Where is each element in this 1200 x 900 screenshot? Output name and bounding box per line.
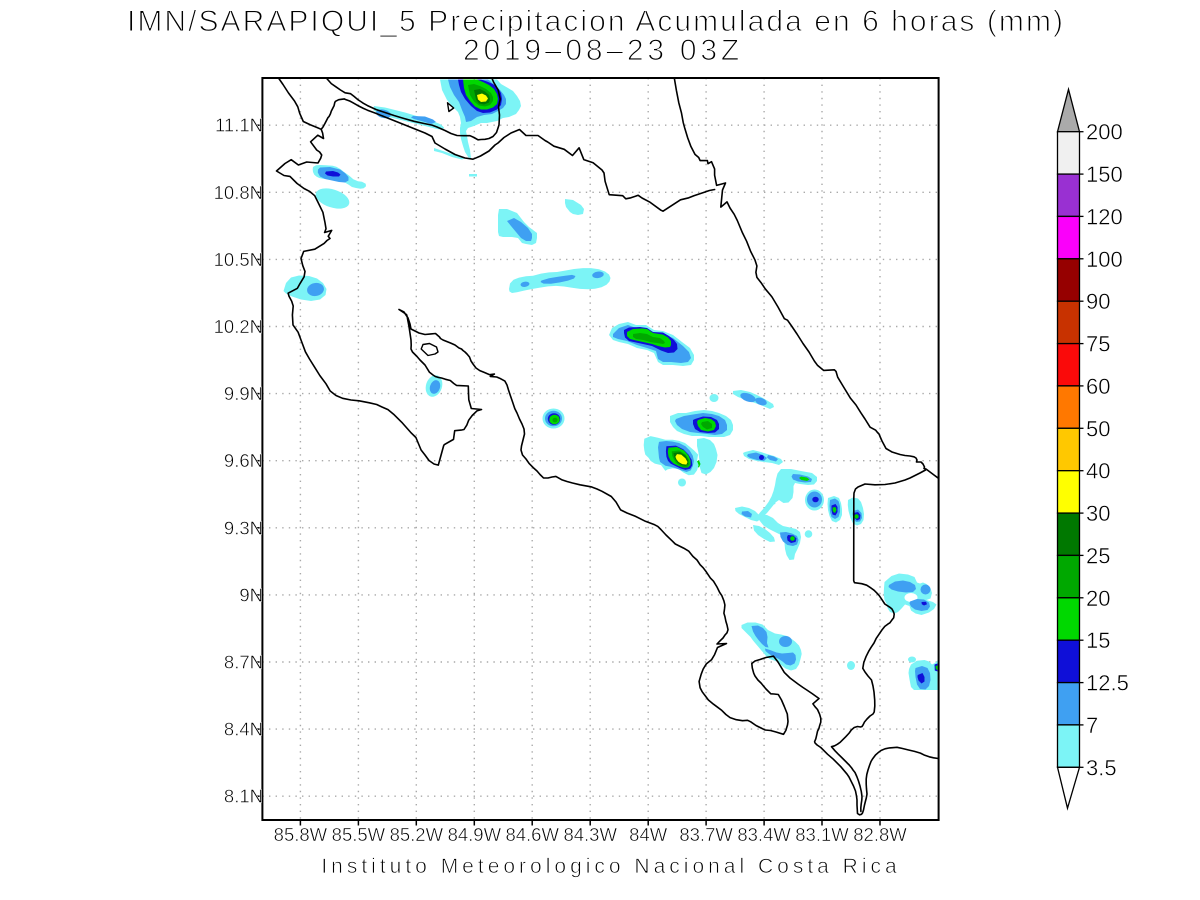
svg-text:60: 60 — [1086, 374, 1110, 399]
svg-text:3.5: 3.5 — [1086, 755, 1117, 780]
svg-text:10.5N: 10.5N — [214, 249, 263, 270]
svg-text:25: 25 — [1086, 543, 1110, 568]
svg-text:9.6N: 9.6N — [224, 450, 263, 471]
svg-text:8.1N: 8.1N — [224, 786, 263, 807]
svg-text:50: 50 — [1086, 416, 1110, 441]
svg-text:12.5: 12.5 — [1086, 671, 1129, 696]
svg-text:9.9N: 9.9N — [224, 383, 263, 404]
svg-text:11.1N: 11.1N — [215, 115, 263, 136]
svg-text:8.4N: 8.4N — [224, 719, 263, 740]
svg-text:9.3N: 9.3N — [224, 517, 263, 538]
svg-text:84.3W: 84.3W — [563, 824, 617, 845]
svg-text:83.7W: 83.7W — [679, 824, 733, 845]
svg-text:84W: 84W — [629, 824, 668, 845]
svg-text:75: 75 — [1086, 332, 1110, 357]
svg-text:10.2N: 10.2N — [214, 316, 263, 337]
svg-text:30: 30 — [1086, 501, 1110, 526]
svg-text:84.9W: 84.9W — [448, 824, 502, 845]
svg-text:10.8N: 10.8N — [214, 182, 263, 203]
svg-text:15: 15 — [1086, 628, 1110, 653]
svg-text:IMN/SARAPIQUI_5 Precipitacion: IMN/SARAPIQUI_5 Precipitacion Acumulada … — [127, 5, 1065, 38]
svg-text:9N: 9N — [239, 584, 263, 605]
svg-text:85.8W: 85.8W — [274, 824, 328, 845]
svg-text:40: 40 — [1086, 459, 1110, 484]
svg-text:83.1W: 83.1W — [795, 824, 849, 845]
svg-text:Instituto Meteorologico Naci: Instituto Meteorologico Nacional Costa R… — [321, 855, 900, 878]
svg-text:85.5W: 85.5W — [332, 824, 386, 845]
svg-text:82.8W: 82.8W — [853, 824, 907, 845]
svg-text:90: 90 — [1086, 289, 1110, 314]
svg-text:150: 150 — [1086, 162, 1123, 187]
svg-text:120: 120 — [1086, 204, 1123, 229]
svg-text:2019–08–23 03Z: 2019–08–23 03Z — [463, 34, 743, 67]
svg-text:84.6W: 84.6W — [505, 824, 559, 845]
svg-text:7: 7 — [1086, 713, 1098, 738]
svg-text:100: 100 — [1086, 247, 1123, 272]
svg-text:200: 200 — [1086, 120, 1123, 145]
svg-text:85.2W: 85.2W — [390, 824, 444, 845]
svg-text:83.4W: 83.4W — [737, 824, 791, 845]
svg-text:8.7N: 8.7N — [224, 652, 263, 673]
svg-text:20: 20 — [1086, 586, 1110, 611]
